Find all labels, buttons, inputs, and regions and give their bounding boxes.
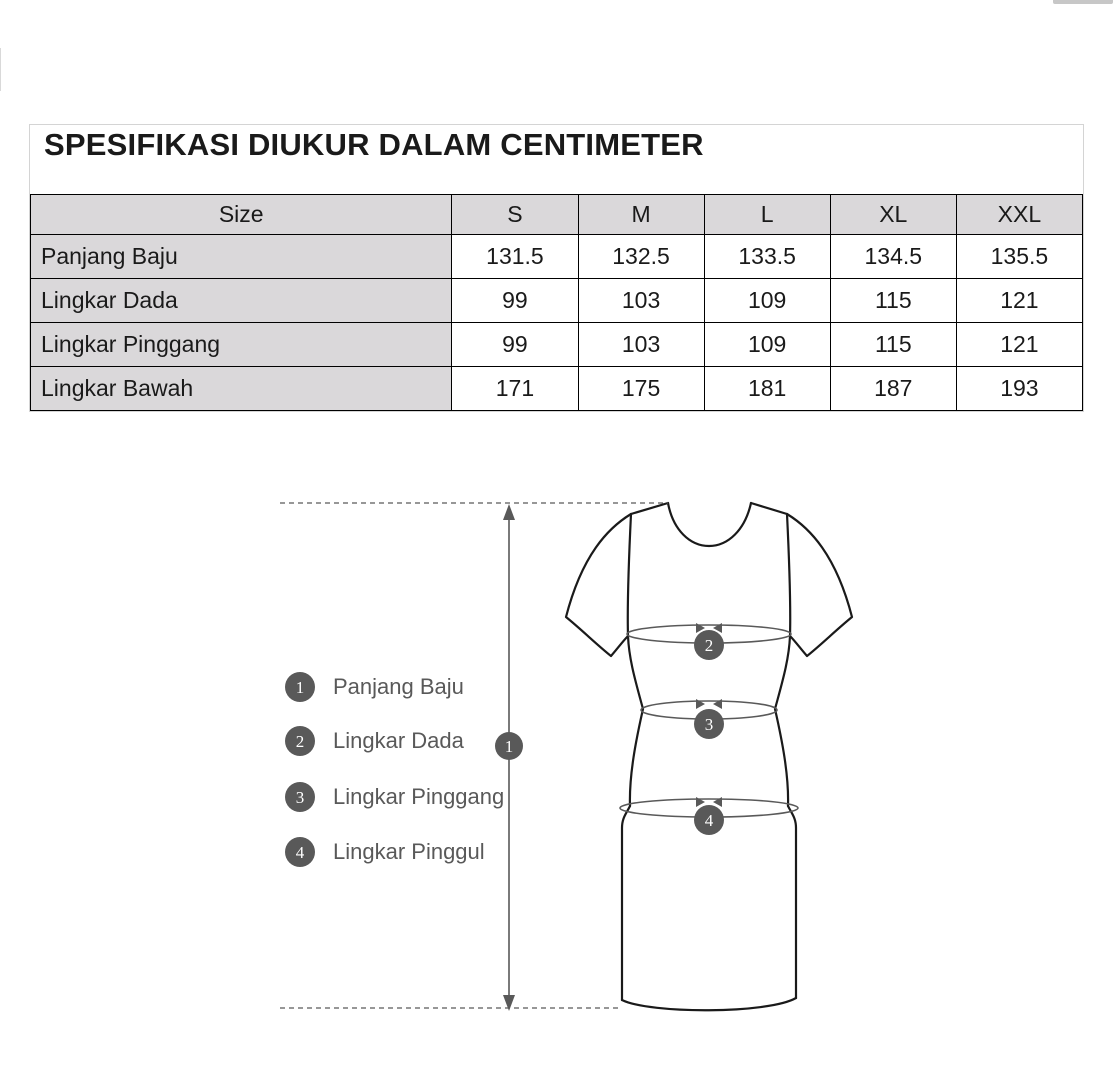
svg-text:4: 4 xyxy=(296,843,305,862)
svg-text:Lingkar Dada: Lingkar Dada xyxy=(333,728,465,753)
svg-text:4: 4 xyxy=(705,811,714,830)
svg-text:2: 2 xyxy=(705,636,714,655)
svg-text:1: 1 xyxy=(296,678,305,697)
svg-text:3: 3 xyxy=(705,715,714,734)
svg-text:Lingkar Pinggang: Lingkar Pinggang xyxy=(333,784,504,809)
svg-text:Lingkar Pinggul: Lingkar Pinggul xyxy=(333,839,485,864)
svg-text:2: 2 xyxy=(296,732,305,751)
svg-text:3: 3 xyxy=(296,788,305,807)
svg-text:Panjang Baju: Panjang Baju xyxy=(333,674,464,699)
svg-text:1: 1 xyxy=(505,737,514,756)
